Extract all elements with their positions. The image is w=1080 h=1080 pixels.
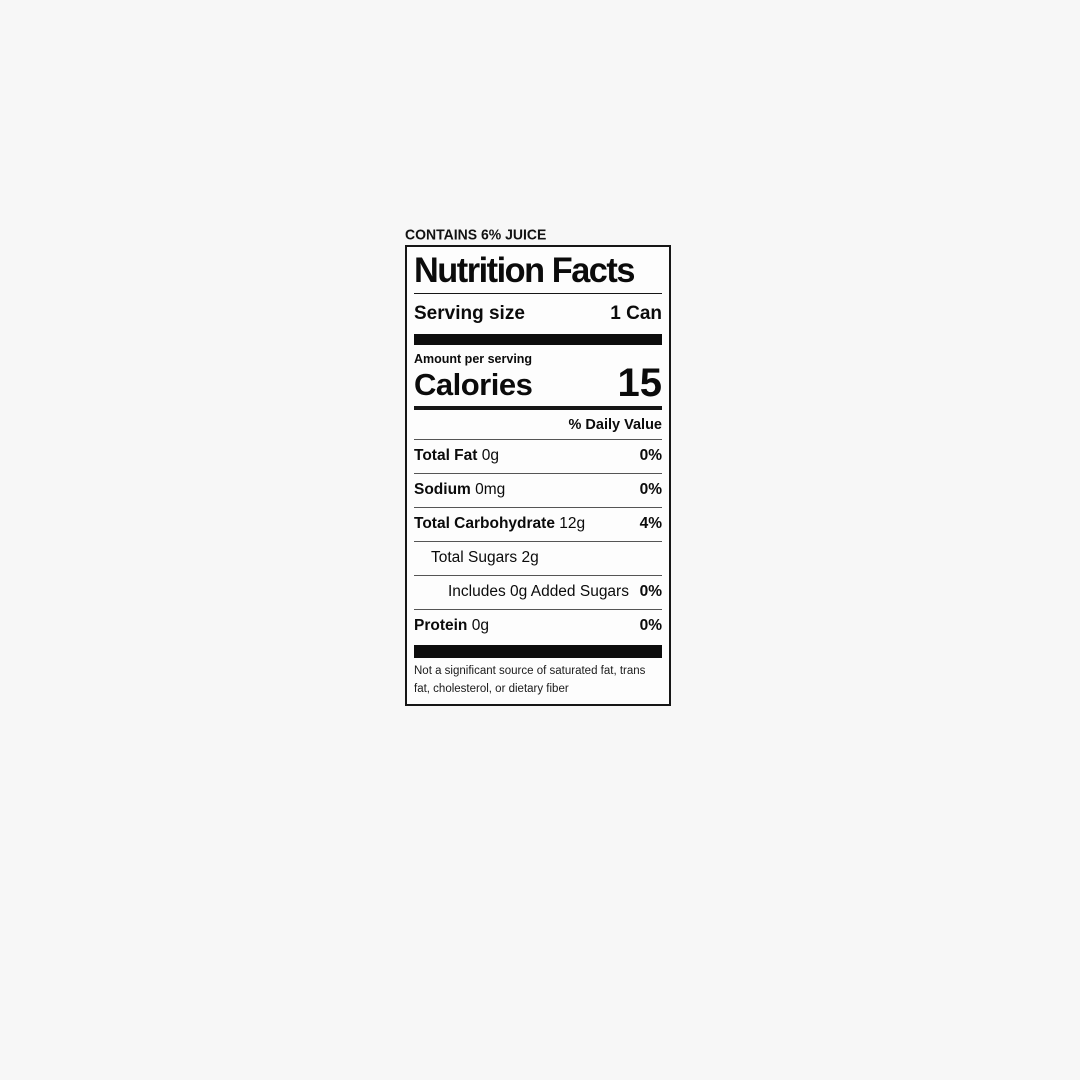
- amount-per-serving-label: Amount per serving: [414, 351, 533, 366]
- nutrient-row-total-fat: Total Fat 0g 0%: [414, 438, 662, 473]
- calories-rule: [414, 405, 662, 410]
- divider-bar-bottom: [414, 644, 662, 658]
- divider-bar-top: [414, 333, 662, 345]
- nutrient-row-sodium: Sodium 0mg 0%: [414, 472, 662, 507]
- nutrient-daily-value: 0%: [639, 582, 662, 600]
- nutrient-rows: Total Fat 0g 0% Sodium 0mg 0% Total Carbohyd…: [414, 438, 662, 643]
- nutrient-row-includes-0g-added-sugars: Includes 0g Added Sugars 0%: [414, 574, 662, 609]
- serving-size-value: 1 Can: [610, 302, 662, 324]
- nutrient-row-total-sugars: Total Sugars 2g: [414, 540, 662, 575]
- nutrient-name-amount: Protein 0g: [414, 616, 489, 634]
- nutrient-daily-value: 0%: [639, 480, 662, 498]
- nutrient-daily-value: 0%: [639, 616, 662, 634]
- calories-label: Calories: [414, 366, 533, 402]
- calories-row: Calories 15: [414, 360, 663, 406]
- nutrient-daily-value: 4%: [639, 514, 662, 532]
- nutrient-name-amount: Total Sugars 2g: [431, 548, 539, 566]
- contains-juice-note: CONTAINS 6% JUICE: [405, 226, 547, 243]
- serving-size-row: Serving size 1 Can: [414, 294, 662, 334]
- nutrition-label: CONTAINS 6% JUICE Nutrition Facts Servin…: [405, 226, 673, 707]
- serving-size-label: Serving size: [414, 302, 525, 324]
- nutrition-facts-panel: Nutrition Facts Serving size 1 Can Amoun…: [405, 245, 671, 707]
- nutrient-name-amount: Total Fat 0g: [414, 446, 499, 464]
- nutrient-row-total-carbohydrate: Total Carbohydrate 12g 4%: [414, 506, 662, 541]
- nutrient-name-amount: Sodium 0mg: [414, 480, 506, 498]
- nutrient-name-amount: Total Carbohydrate 12g: [414, 514, 586, 532]
- nutrient-daily-value: 0%: [639, 446, 662, 464]
- footnote: Not a significant source of saturated fa…: [414, 664, 646, 695]
- nutrient-name-amount: Includes 0g Added Sugars: [448, 582, 629, 600]
- panel-title: Nutrition Facts: [414, 251, 635, 290]
- calories-value: 15: [617, 360, 663, 405]
- nutrient-row-protein: Protein 0g 0%: [414, 608, 662, 643]
- daily-value-header: % Daily Value: [568, 416, 663, 433]
- title-rule: [414, 292, 662, 294]
